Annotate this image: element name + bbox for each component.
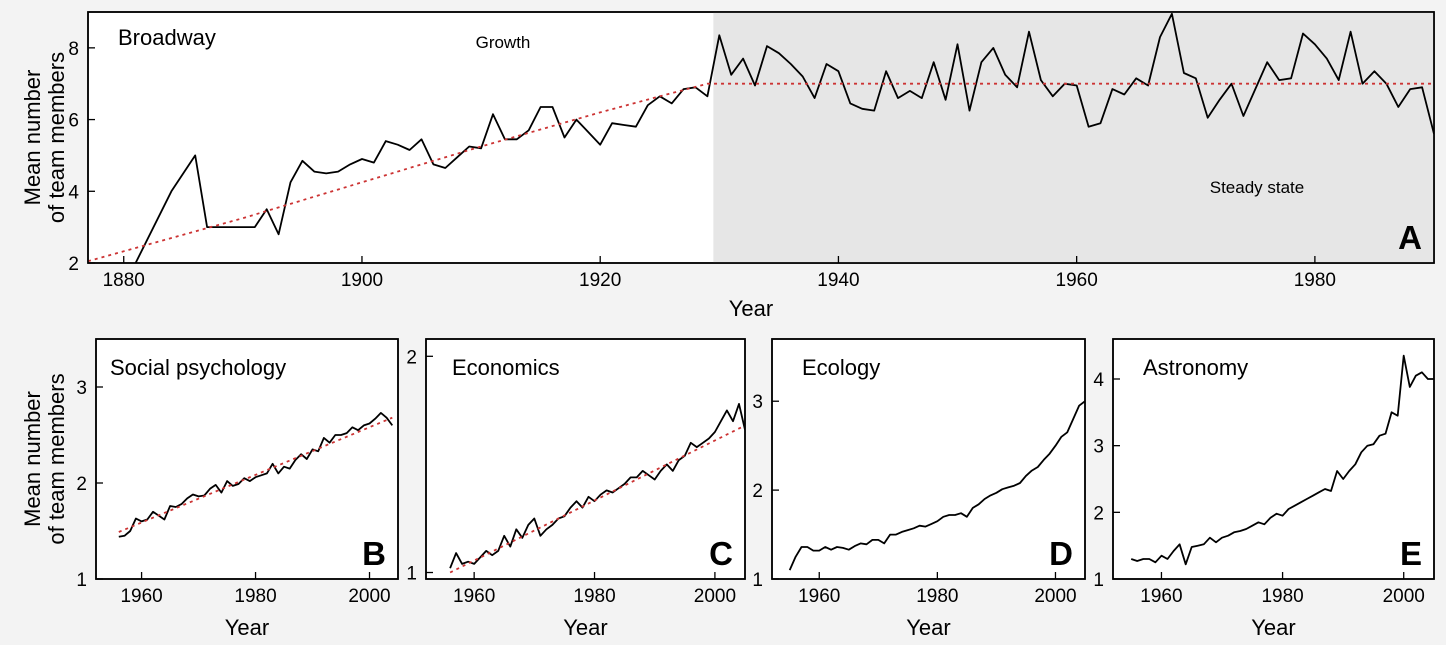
x-axis-title: Year (225, 615, 269, 640)
panel-a: 1880 1900 1920 1940 1960 1980 2 4 6 8 Year Mean num… (20, 11, 1435, 321)
y-tick-label: 4 (68, 182, 79, 203)
fit-line-c (449, 424, 745, 574)
panel-b: 1960 1980 2000 1 2 3 Year Mean numberof team me… (20, 338, 399, 640)
panel-title: Broadway (118, 25, 216, 50)
x-tick-label: 1920 (579, 270, 621, 291)
plot-area-e (1112, 338, 1435, 580)
x-axis-title: Year (563, 615, 607, 640)
y-tick-label: 1 (752, 570, 763, 591)
y-tick-label: 3 (1093, 437, 1104, 458)
x-tick-label: 1960 (1056, 270, 1098, 291)
panel-letter: B (362, 535, 386, 572)
y-tick-label: 2 (1093, 503, 1104, 524)
data-line-a (134, 12, 1434, 263)
y-tick-label: 1 (1093, 570, 1104, 591)
panel-title: Astronomy (1143, 355, 1248, 380)
y-tick-label: 8 (68, 39, 79, 60)
panel-letter: C (709, 535, 733, 572)
panel-title: Economics (452, 355, 560, 380)
panel-letter: D (1049, 535, 1073, 572)
x-tick-label: 1980 (234, 586, 276, 607)
x-axis-title: Year (1251, 615, 1295, 640)
data-line-d (788, 400, 1085, 571)
data-line-b (118, 411, 394, 538)
plot-area-c (425, 338, 746, 580)
data-line-c (449, 402, 745, 569)
panel-e: 1960 1980 2000 1 2 3 4 Year Astronomy E (1093, 338, 1435, 640)
y-axis-title: Mean numberof team members (20, 373, 69, 544)
x-tick-label: 1980 (916, 586, 958, 607)
fit-line-a (88, 82, 1434, 263)
x-tick-label: 1980 (1294, 270, 1336, 291)
x-tick-label: 1960 (453, 586, 495, 607)
x-tick-label: 2000 (1383, 586, 1425, 607)
panel-letter: E (1400, 535, 1422, 572)
y-tick-label: 6 (68, 111, 79, 132)
x-tick-label: 1960 (798, 586, 840, 607)
y-tick-label: 2 (406, 347, 417, 368)
steady-state-region (713, 12, 1434, 263)
y-tick-label: 3 (752, 392, 763, 413)
annotation-steady-state: Steady state (1210, 178, 1305, 197)
x-tick-label: 1940 (817, 270, 859, 291)
y-tick-label: 2 (752, 481, 763, 502)
panel-title: Ecology (802, 355, 880, 380)
panel-title: Social psychology (110, 355, 286, 380)
x-tick-label: 2000 (1034, 586, 1076, 607)
y-axis-title: Mean numberof team members (20, 52, 69, 223)
x-tick-label: 2000 (694, 586, 736, 607)
plot-area-b (95, 338, 399, 580)
x-tick-label: 2000 (348, 586, 390, 607)
annotation-growth: Growth (476, 33, 531, 52)
fit-line-b (118, 416, 393, 533)
panel-letter: A (1398, 219, 1422, 256)
y-tick-label: 1 (406, 564, 417, 585)
y-tick-label: 2 (68, 254, 79, 275)
x-tick-label: 1900 (341, 270, 383, 291)
x-tick-label: 1980 (573, 586, 615, 607)
y-tick-label: 4 (1093, 370, 1104, 391)
data-line-e (1130, 354, 1434, 566)
panel-d: 1960 1980 2000 1 2 3 Year Ecology D (752, 338, 1086, 640)
x-axis-title: Year (906, 615, 950, 640)
y-tick-label: 1 (76, 570, 87, 591)
x-tick-label: 1880 (103, 270, 145, 291)
x-tick-label: 1960 (1140, 586, 1182, 607)
x-axis-title: Year (729, 296, 773, 321)
x-tick-label: 1980 (1261, 586, 1303, 607)
x-tick-label: 1960 (120, 586, 162, 607)
panel-c: 1960 1980 2000 1 2 Year Economics C (406, 338, 746, 640)
y-tick-label: 2 (76, 474, 87, 495)
y-tick-label: 3 (76, 378, 87, 399)
